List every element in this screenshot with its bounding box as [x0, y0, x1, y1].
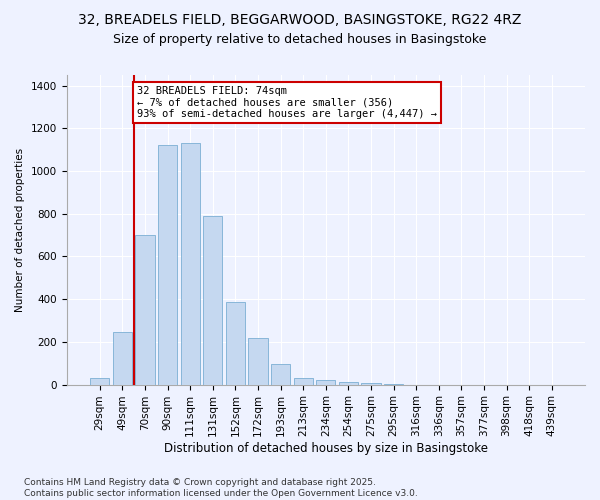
Bar	[136, 235, 155, 384]
Bar	[271, 364, 290, 384]
Bar	[158, 146, 177, 384]
Bar	[203, 216, 223, 384]
Bar	[113, 332, 132, 384]
X-axis label: Distribution of detached houses by size in Basingstoke: Distribution of detached houses by size …	[164, 442, 488, 455]
Text: Contains HM Land Registry data © Crown copyright and database right 2025.
Contai: Contains HM Land Registry data © Crown c…	[24, 478, 418, 498]
Text: 32, BREADELS FIELD, BEGGARWOOD, BASINGSTOKE, RG22 4RZ: 32, BREADELS FIELD, BEGGARWOOD, BASINGST…	[79, 12, 521, 26]
Text: Size of property relative to detached houses in Basingstoke: Size of property relative to detached ho…	[113, 32, 487, 46]
Text: 32 BREADELS FIELD: 74sqm
← 7% of detached houses are smaller (356)
93% of semi-d: 32 BREADELS FIELD: 74sqm ← 7% of detache…	[137, 86, 437, 119]
Bar	[316, 380, 335, 384]
Bar	[181, 144, 200, 384]
Bar	[90, 378, 109, 384]
Bar	[339, 382, 358, 384]
Y-axis label: Number of detached properties: Number of detached properties	[15, 148, 25, 312]
Bar	[226, 302, 245, 384]
Bar	[248, 338, 268, 384]
Bar	[361, 383, 380, 384]
Bar	[293, 378, 313, 384]
